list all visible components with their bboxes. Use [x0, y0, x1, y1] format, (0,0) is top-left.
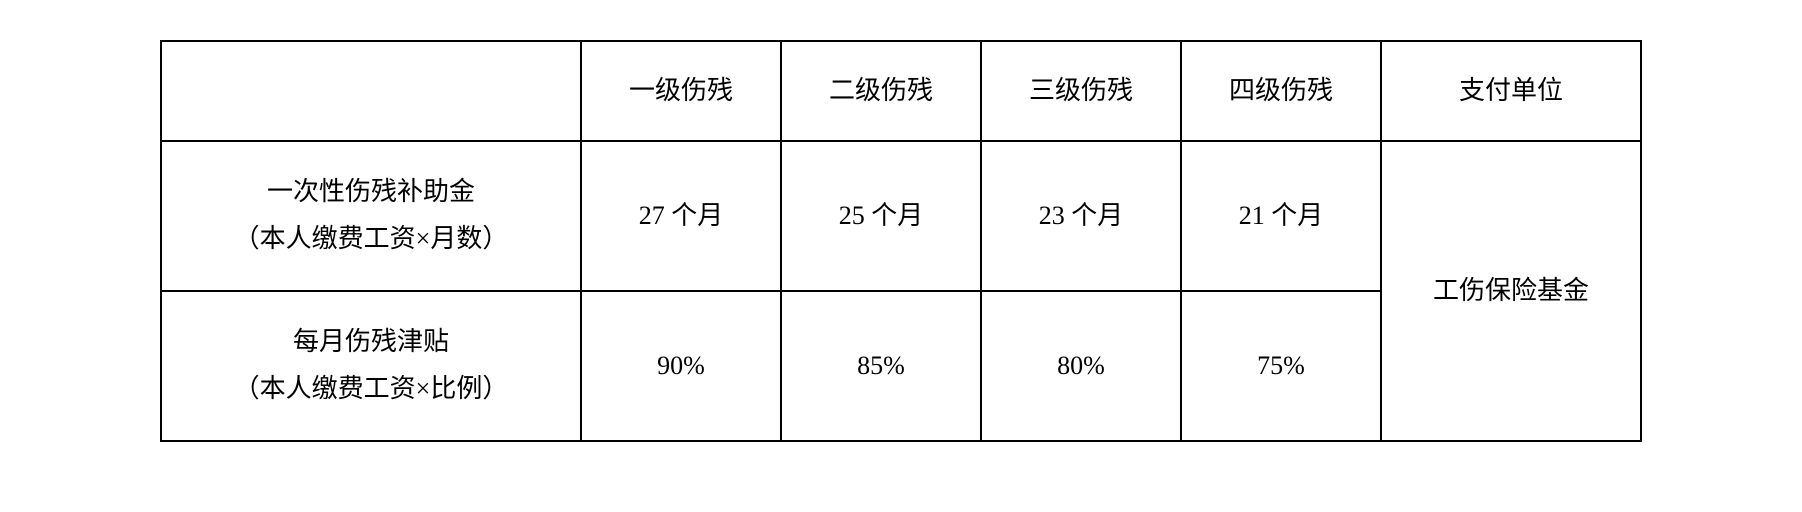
- header-empty: [161, 41, 581, 141]
- row2-level3: 80%: [981, 291, 1181, 441]
- row1-level3: 23 个月: [981, 141, 1181, 291]
- header-level4: 四级伤残: [1181, 41, 1381, 141]
- header-level3: 三级伤残: [981, 41, 1181, 141]
- payer-merged-cell: 工伤保险基金: [1381, 141, 1641, 441]
- row1-label-line1: 一次性伤残补助金: [267, 177, 475, 206]
- row1-level4: 21 个月: [1181, 141, 1381, 291]
- table-row: 一次性伤残补助金 （本人缴费工资×月数） 27 个月 25 个月 23 个月 2…: [161, 141, 1641, 291]
- table-header-row: 一级伤残 二级伤残 三级伤残 四级伤残 支付单位: [161, 41, 1641, 141]
- disability-compensation-table: 一级伤残 二级伤残 三级伤残 四级伤残 支付单位 一次性伤残补助金 （本人缴费工…: [160, 40, 1642, 442]
- header-payer: 支付单位: [1381, 41, 1641, 141]
- row2-level1: 90%: [581, 291, 781, 441]
- row2-label-line2: （本人缴费工资×比例）: [234, 374, 509, 403]
- row2-label: 每月伤残津贴 （本人缴费工资×比例）: [161, 291, 581, 441]
- row2-level4: 75%: [1181, 291, 1381, 441]
- row1-label: 一次性伤残补助金 （本人缴费工资×月数）: [161, 141, 581, 291]
- header-level2: 二级伤残: [781, 41, 981, 141]
- row2-level2: 85%: [781, 291, 981, 441]
- header-level1: 一级伤残: [581, 41, 781, 141]
- row1-level2: 25 个月: [781, 141, 981, 291]
- row1-level1: 27 个月: [581, 141, 781, 291]
- row1-label-line2: （本人缴费工资×月数）: [234, 224, 509, 253]
- row2-label-line1: 每月伤残津贴: [293, 327, 449, 356]
